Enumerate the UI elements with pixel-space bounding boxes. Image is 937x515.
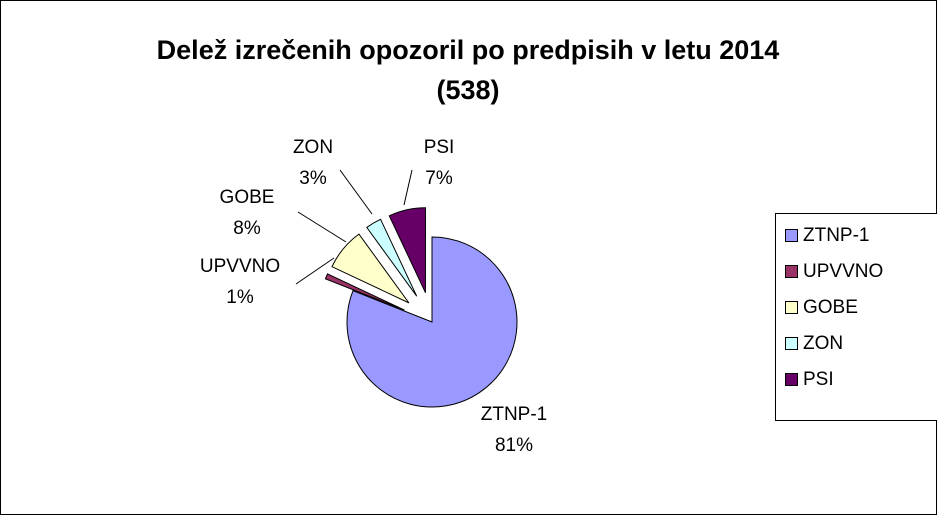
legend-label: UPVVNO <box>803 261 883 282</box>
leader-line <box>339 169 373 215</box>
pie-slice <box>324 273 405 311</box>
pie-slice <box>346 236 518 408</box>
legend-label: GOBE <box>803 297 858 318</box>
slice-value-label: 8% <box>233 218 261 239</box>
slice-value-label: 81% <box>495 435 533 456</box>
leader-lines <box>295 169 413 285</box>
legend-box <box>775 213 937 421</box>
slice-label: GOBE <box>220 187 275 208</box>
legend-swatch <box>785 301 798 314</box>
slice-label: PSI <box>424 137 455 158</box>
legend-swatch <box>785 229 798 242</box>
legend-swatch <box>785 373 798 386</box>
slice-value-label: 3% <box>299 168 327 189</box>
pie-slice <box>388 207 426 293</box>
slice-label: ZTNP-1 <box>481 404 548 425</box>
pie-slice <box>366 218 418 297</box>
chart-subtitle: (538) <box>436 75 499 105</box>
pie-slice <box>331 233 410 304</box>
slice-value-label: 7% <box>425 168 453 189</box>
leader-line <box>297 211 347 243</box>
legend-swatch <box>785 337 798 350</box>
legend-swatch <box>785 265 798 278</box>
leader-line <box>403 169 413 206</box>
legend-label: ZTNP-1 <box>803 225 870 246</box>
slice-label: UPVVNO <box>200 256 280 277</box>
slice-label: ZON <box>293 137 333 158</box>
leader-line <box>295 257 335 285</box>
chart-title: Delež izrečenih opozoril po predpisih v … <box>157 35 780 65</box>
slice-value-label: 1% <box>226 287 254 308</box>
legend-label: PSI <box>803 369 834 390</box>
legend-label: ZON <box>803 333 843 354</box>
